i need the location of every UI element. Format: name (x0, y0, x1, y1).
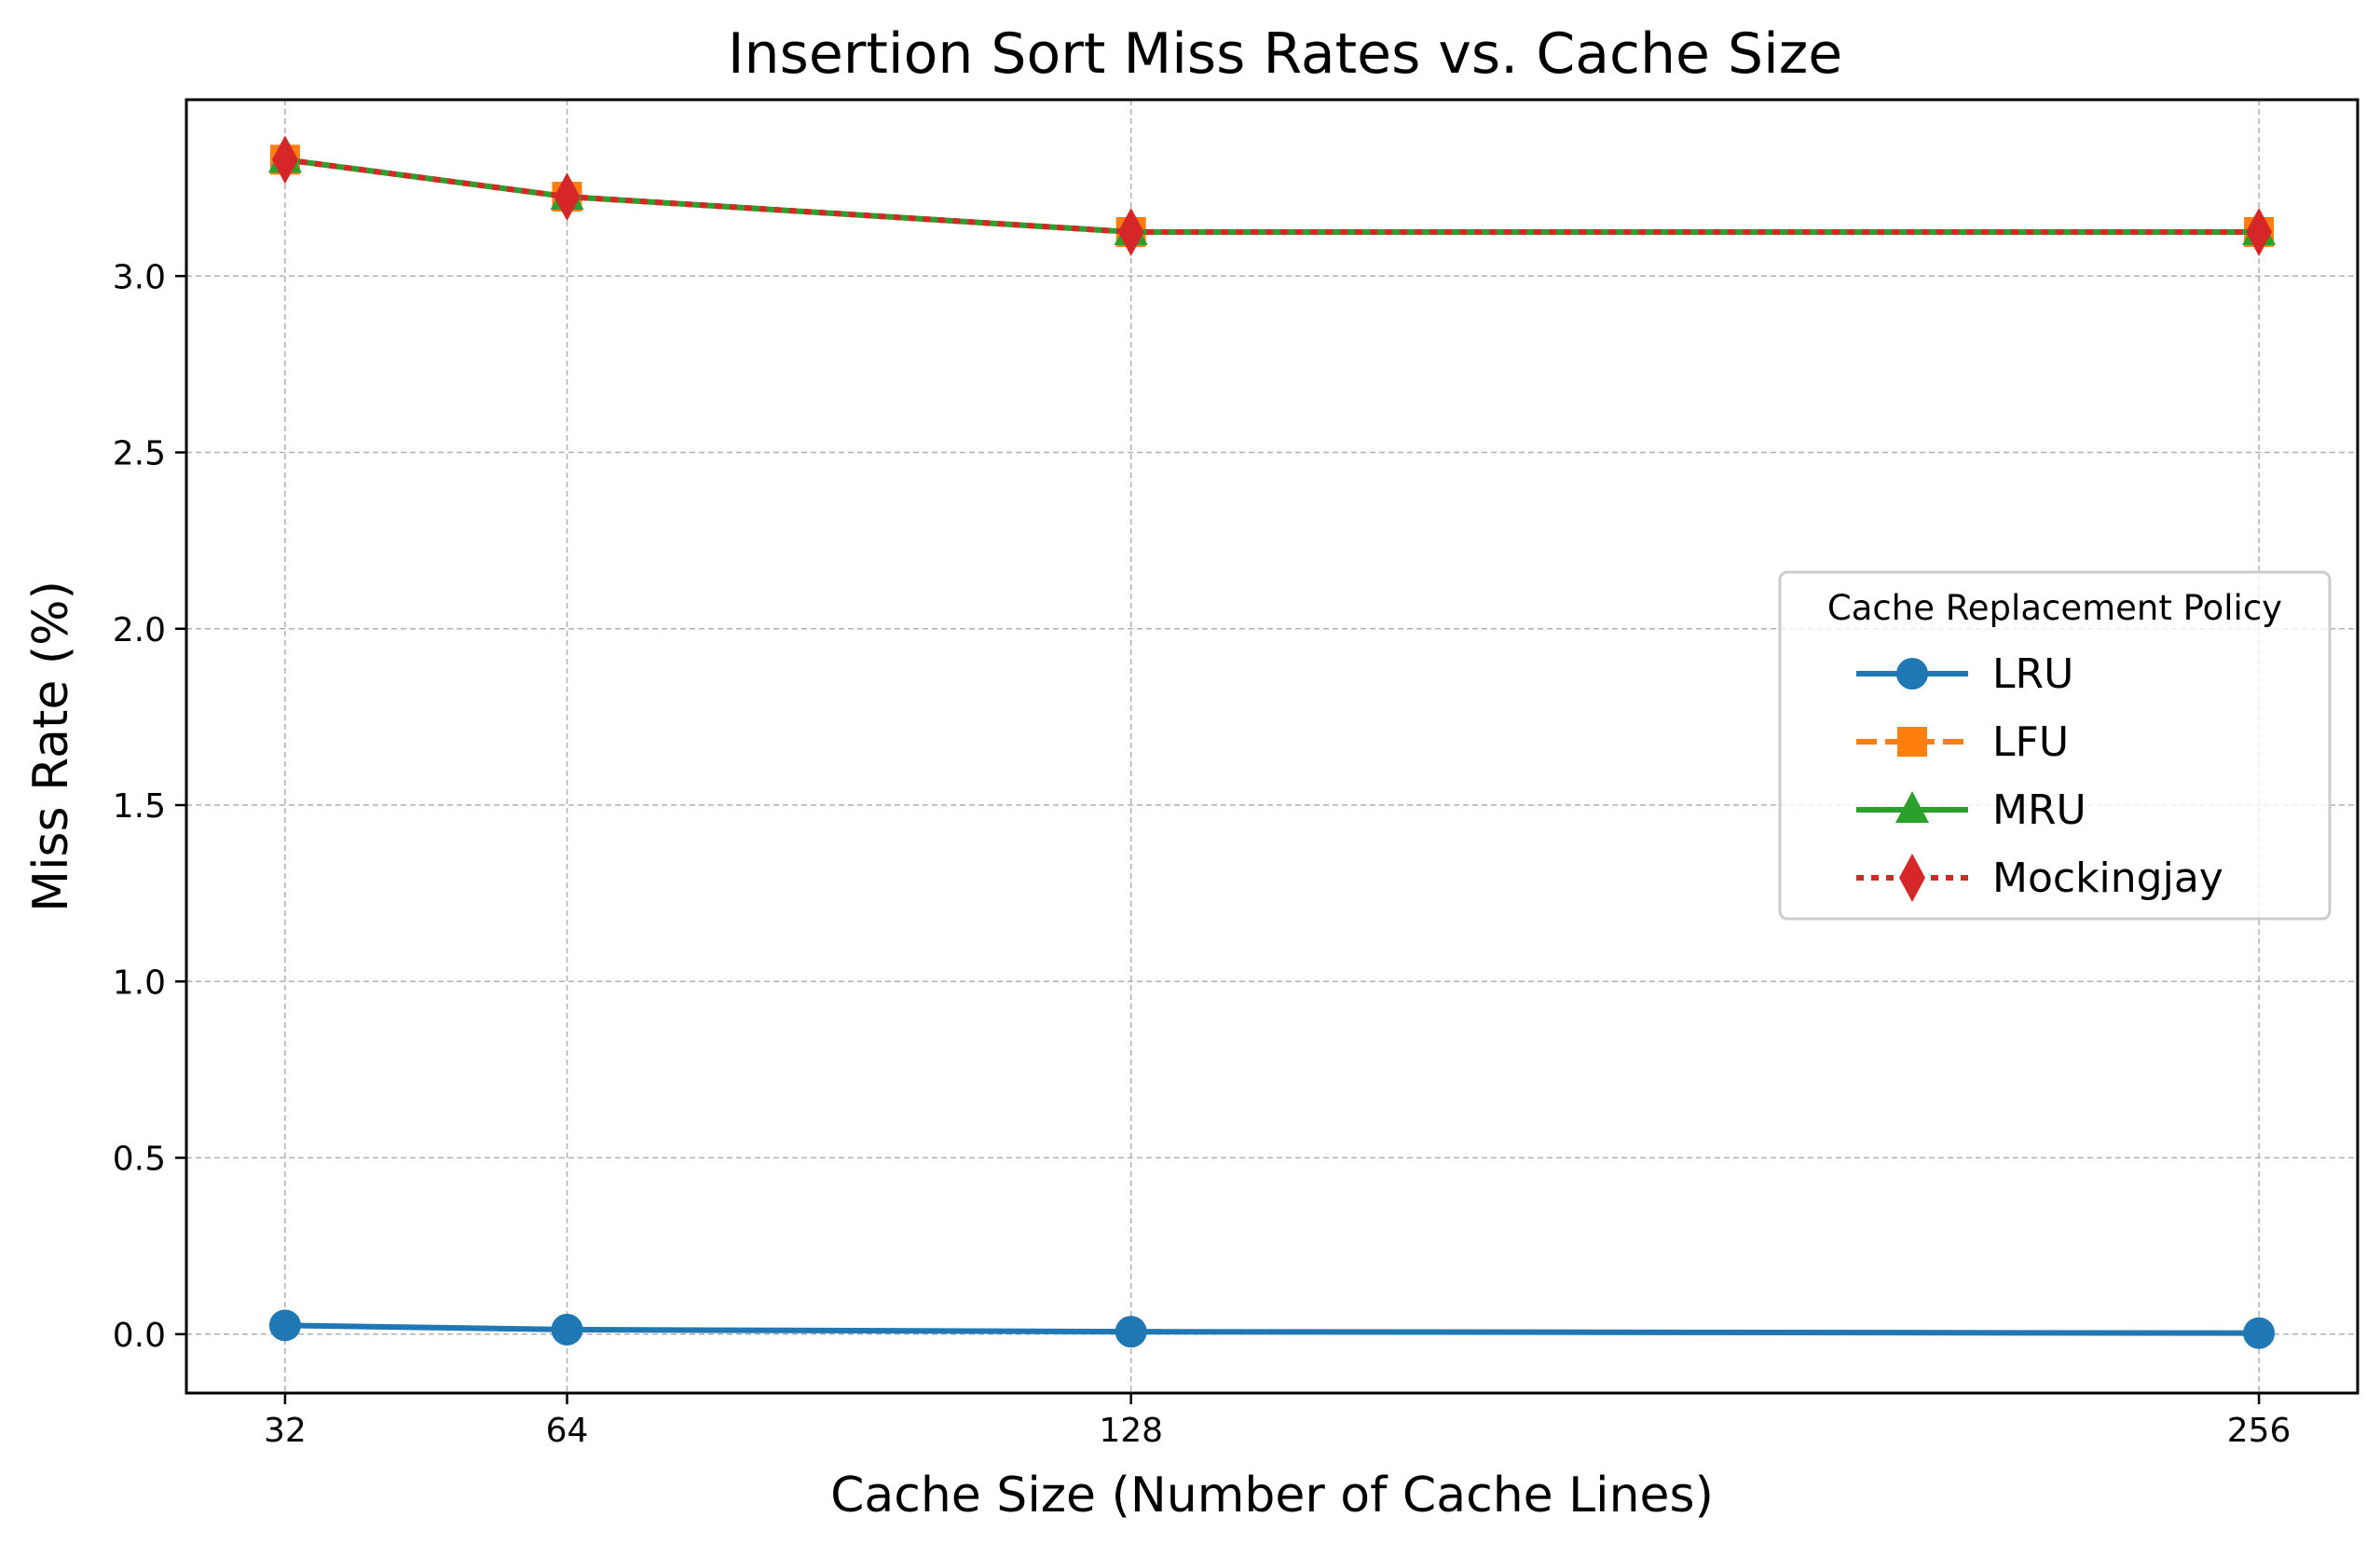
series-mockingjay (271, 135, 2273, 256)
data-point-lru (551, 1313, 583, 1346)
y-tick-label: 3.0 (113, 258, 166, 296)
legend-item-mru: MRU (1856, 786, 2086, 834)
series-line-lru (284, 1322, 2260, 1336)
data-point-mockingjay (271, 135, 298, 184)
y-tick-label: 2.0 (113, 611, 166, 649)
legend-item-lfu: LFU (1856, 718, 2069, 766)
series-lru (268, 1309, 2276, 1349)
legend: Cache Replacement Policy LRU LFU MRU Mockin… (1778, 570, 2332, 921)
legend-item-mockingjay: Mockingjay (1856, 854, 2223, 902)
x-tick-label: 256 (2227, 1412, 2291, 1450)
x-tick-label: 128 (1099, 1412, 1163, 1450)
data-point-lru (2243, 1317, 2276, 1349)
legend-items: LRU LFU MRU Mockingjay (1856, 650, 2223, 902)
chart-title: Insertion Sort Miss Rates vs. Cache Size (728, 21, 1842, 87)
x-tick-label: 32 (264, 1412, 307, 1450)
data-point-lru (1115, 1316, 1147, 1348)
legend-item-lru: LRU (1856, 650, 2073, 698)
legend-marker-mockingjay (1899, 854, 1925, 902)
series-line-mockingjay (284, 157, 2260, 235)
legend-marker-mru (1895, 791, 1929, 823)
legend-marker-lfu (1897, 727, 1927, 757)
x-axis-label: Cache Size (Number of Cache Lines) (830, 1468, 1714, 1524)
legend-label-mockingjay: Mockingjay (1992, 854, 2223, 902)
series-layer (267, 135, 2277, 1349)
y-tick-label: 1.0 (113, 964, 166, 1002)
legend-label-lfu: LFU (1992, 718, 2069, 766)
data-point-mockingjay (2246, 207, 2273, 256)
legend-label-mru: MRU (1992, 786, 2086, 834)
y-axis-label: Miss Rate (%) (23, 581, 79, 912)
data-point-mockingjay (554, 172, 581, 222)
plot-frame (185, 98, 2359, 1395)
legend-title: Cache Replacement Policy (1827, 588, 2282, 628)
ticks: 0.0 0.5 1.0 1.5 2.0 2.5 3.0 32 64 128 256 (113, 258, 2291, 1450)
y-tick-label: 0.0 (113, 1317, 166, 1355)
y-tick-label: 1.5 (113, 787, 166, 826)
y-tick-label: 2.5 (113, 435, 166, 473)
x-tick-label: 64 (546, 1412, 589, 1450)
legend-marker-lru (1896, 658, 1928, 690)
data-point-lru (268, 1309, 301, 1342)
legend-label-lru: LRU (1992, 650, 2073, 698)
data-point-mockingjay (1117, 207, 1144, 256)
y-tick-label: 0.5 (113, 1141, 166, 1179)
